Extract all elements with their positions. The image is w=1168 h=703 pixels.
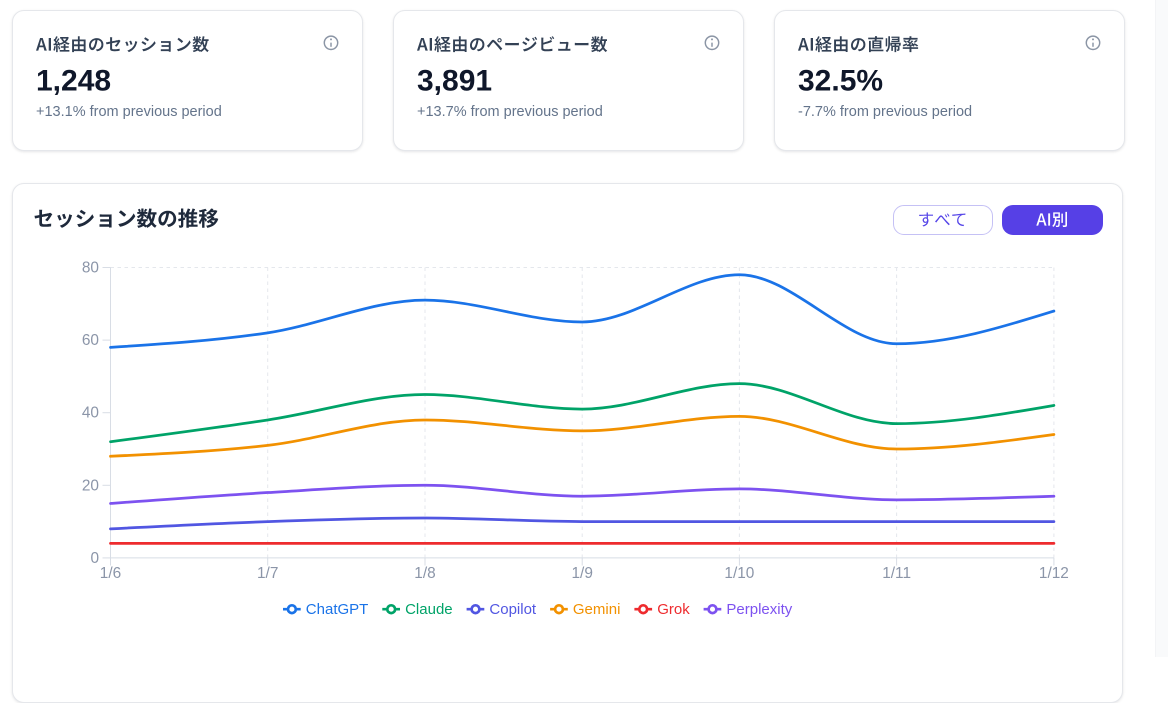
svg-text:Gemini: Gemini [573, 601, 621, 618]
svg-text:80: 80 [82, 260, 99, 277]
svg-text:0: 0 [90, 550, 99, 567]
svg-text:1/11: 1/11 [882, 565, 911, 582]
svg-text:Perplexity: Perplexity [726, 601, 792, 618]
svg-text:1/6: 1/6 [100, 565, 121, 582]
svg-text:1/9: 1/9 [571, 565, 592, 582]
svg-text:+13.1% from previous period: +13.1% from previous period [36, 104, 222, 120]
svg-text:60: 60 [82, 332, 99, 349]
svg-text:+13.7% from previous period: +13.7% from previous period [417, 104, 603, 120]
svg-text:1/7: 1/7 [257, 565, 278, 582]
svg-text:3,891: 3,891 [417, 64, 492, 97]
svg-text:40: 40 [82, 405, 99, 422]
svg-text:Claude: Claude [405, 601, 453, 618]
svg-text:1,248: 1,248 [36, 64, 111, 97]
svg-text:Grok: Grok [657, 601, 690, 618]
svg-text:1/10: 1/10 [724, 565, 754, 582]
svg-text:32.5%: 32.5% [798, 64, 883, 97]
svg-text:1/8: 1/8 [414, 565, 435, 582]
svg-text:Copilot: Copilot [489, 601, 537, 618]
svg-text:-7.7% from previous period: -7.7% from previous period [798, 104, 972, 120]
svg-text:20: 20 [82, 477, 99, 494]
svg-text:1/12: 1/12 [1039, 565, 1069, 582]
svg-text:ChatGPT: ChatGPT [306, 601, 369, 618]
